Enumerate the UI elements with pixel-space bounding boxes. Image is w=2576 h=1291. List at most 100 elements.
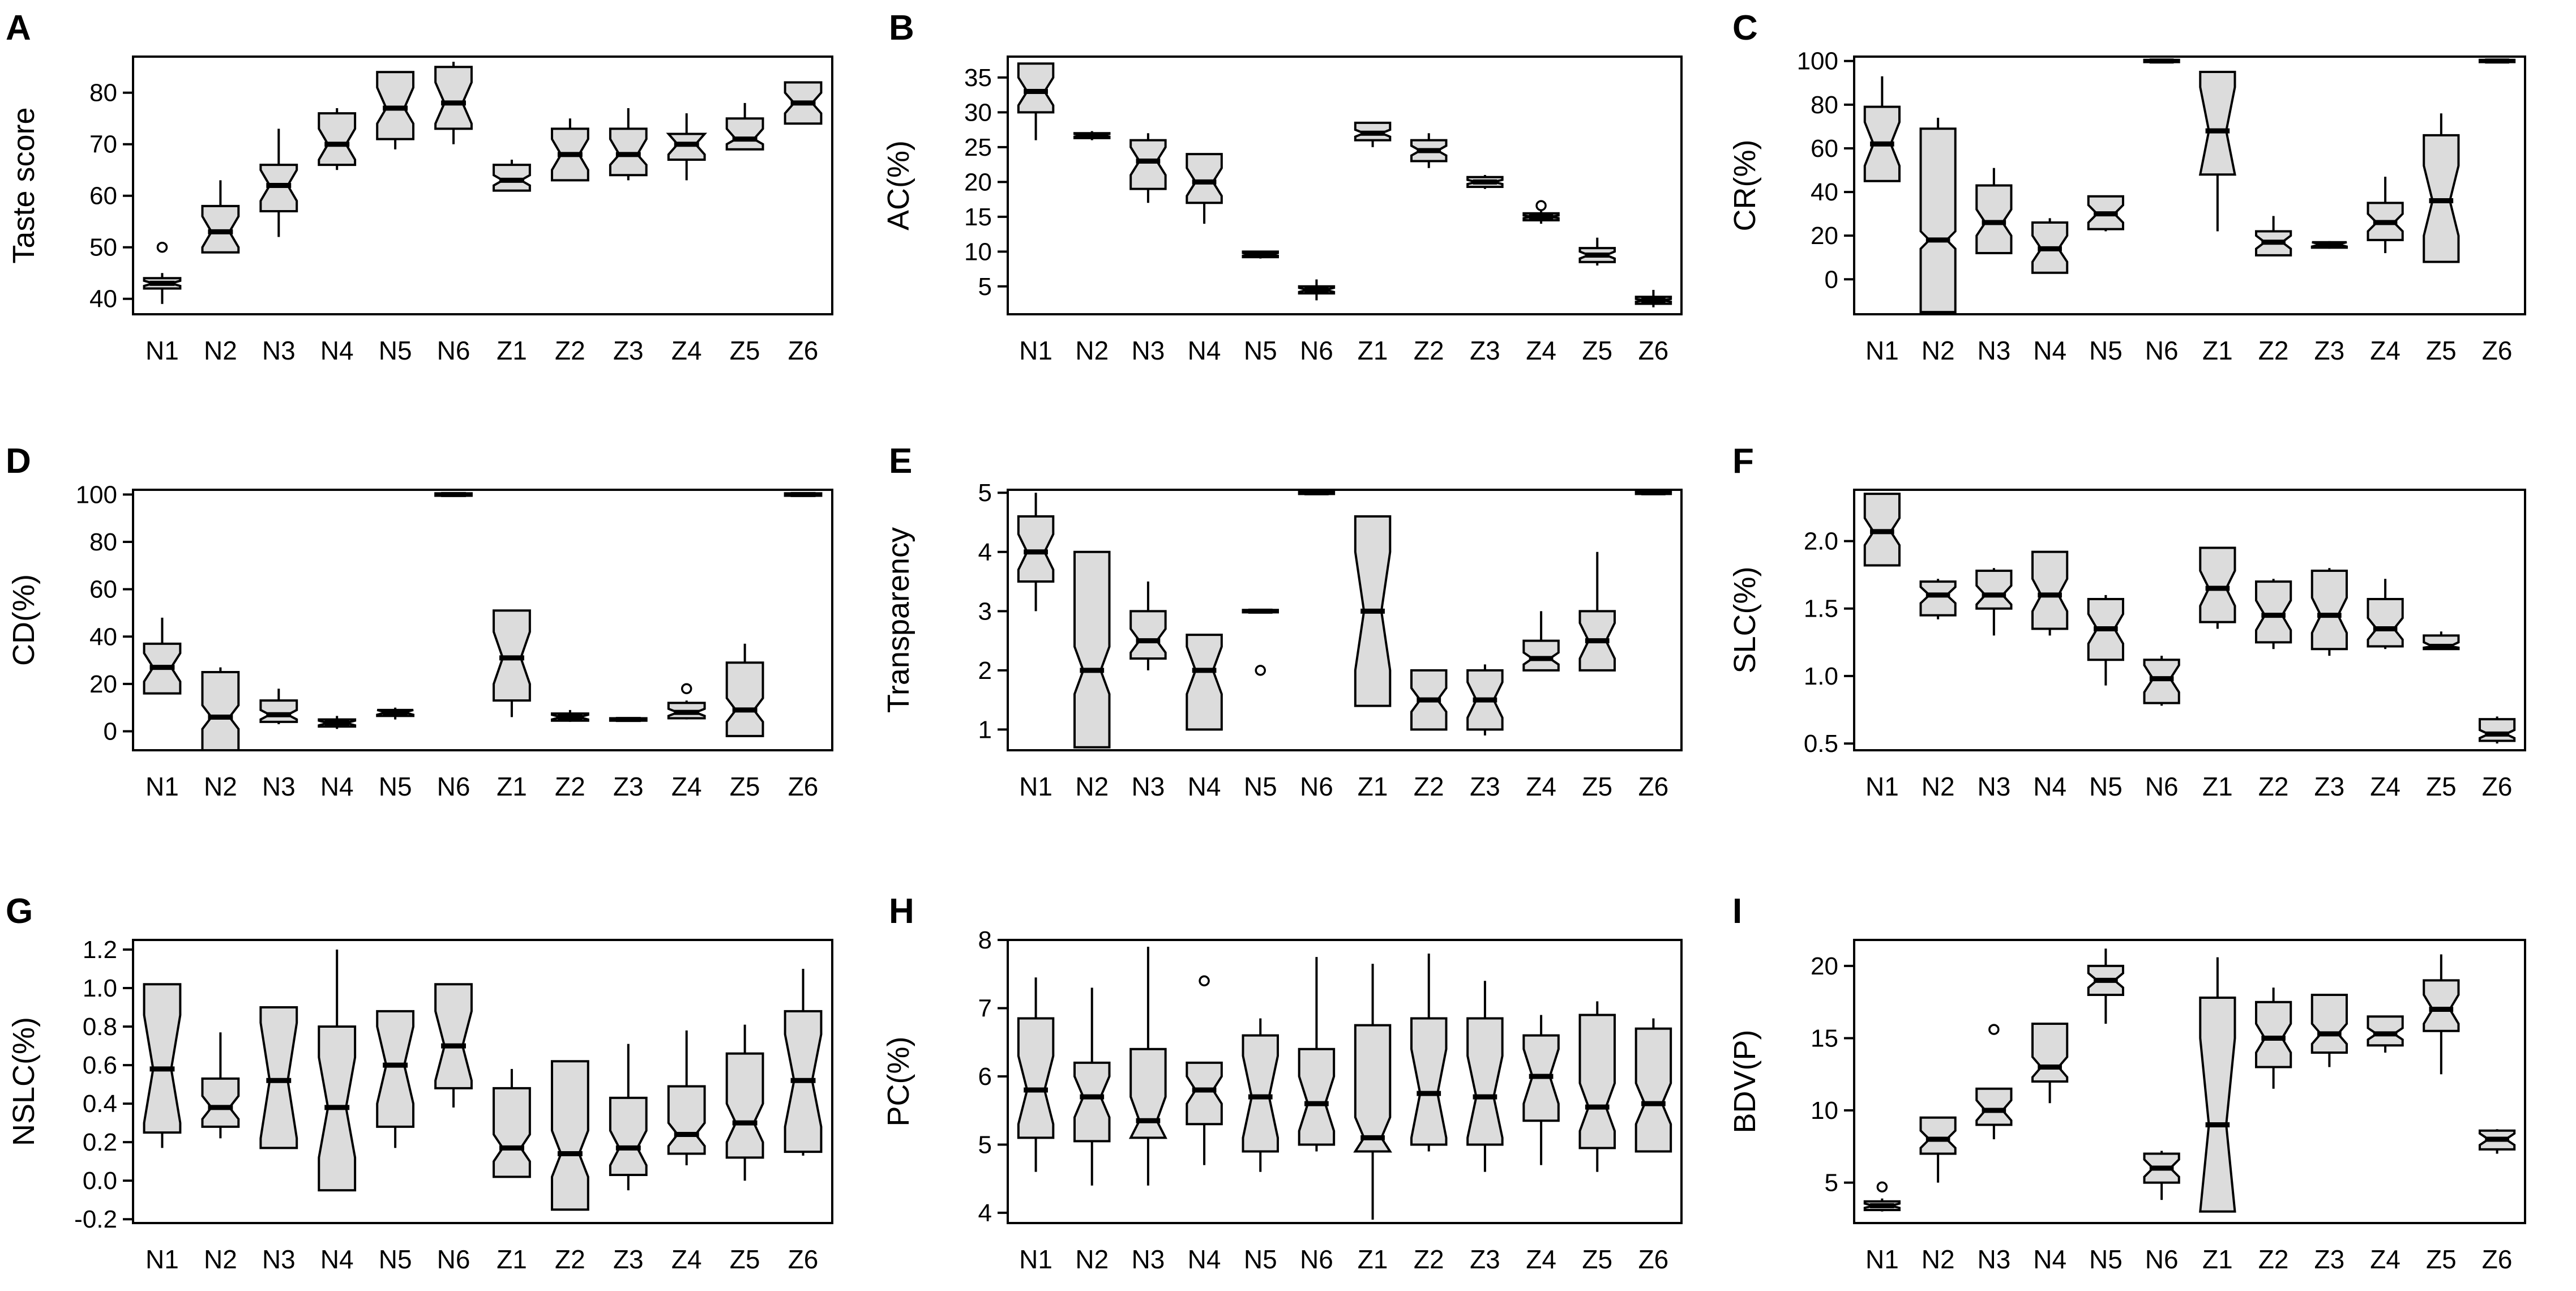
y-axis-title: CR(%) [1728,140,1762,232]
x-tick-label: N5 [2089,1245,2123,1274]
box-N3 [1975,568,2013,636]
box-N2 [1919,117,1957,314]
box-Z6 [2479,58,2516,64]
box-N2 [1919,579,1957,619]
panel-letter: B [889,8,914,48]
y-tick-label: 20 [1811,952,1838,980]
box-N4 [1186,634,1223,731]
x-tick-label: Z3 [1470,772,1500,801]
y-tick-label: 100 [1797,48,1838,75]
box-Z1 [1354,515,1392,707]
box-body [666,132,708,161]
box-body [2310,993,2348,1054]
box-N2 [1073,988,1111,1186]
y-tick-label: 6 [978,1063,992,1091]
box-Z5 [1578,237,1616,266]
box-Z5 [1578,1001,1616,1172]
x-tick-label: Z5 [1582,772,1612,801]
x-tick-label: Z2 [2258,1245,2289,1274]
box-Z6 [784,491,823,497]
x-tick-label: Z2 [555,772,585,801]
box-N5 [376,1010,415,1148]
box-body [2143,659,2180,704]
x-tick-label: N3 [262,772,296,801]
y-tick-label: 1.0 [1804,662,1838,690]
box-Z1 [493,160,531,192]
y-tick-label: 0 [104,718,117,746]
box-N4 [2031,218,2069,274]
y-tick-label: 4 [978,1199,992,1227]
box-body [259,164,298,212]
x-tick-label: N4 [2033,336,2066,365]
box-body [318,112,357,166]
box-Z5 [2423,631,2460,651]
box-N1 [1017,62,1055,140]
box-body [2199,546,2236,623]
x-tick-label: N4 [2033,1245,2066,1274]
y-tick-label: 30 [964,99,992,126]
y-tick-label: 0.0 [83,1167,117,1195]
outlier-point [1255,665,1266,676]
box-Z2 [1410,669,1448,731]
box-body [2031,550,2069,630]
x-tick-label: N6 [2145,1245,2179,1274]
box-N1 [1863,1181,1901,1212]
x-tick-label: Z6 [788,336,819,365]
y-tick-label: 5 [978,479,992,507]
plot-frame [1007,939,1683,1224]
box-Z1 [2198,70,2236,232]
box-Z5 [725,643,764,737]
y-tick-label: 0.2 [83,1128,117,1156]
box-body [1353,1024,1392,1153]
x-tick-label: N4 [320,1245,354,1274]
box-body [434,983,473,1089]
box-body [667,1085,706,1155]
x-tick-label: Z2 [1414,772,1444,801]
x-tick-label: N6 [1300,336,1333,365]
x-tick-label: Z1 [497,336,527,365]
box-body [376,71,415,140]
box-N1 [143,241,182,304]
x-tick-label: N5 [2089,336,2123,365]
y-axis-title: Transparency [882,527,915,713]
x-tick-label: N4 [320,336,354,365]
box-Z3 [609,1044,648,1191]
plot-frame [132,939,833,1224]
box-body [1017,1017,1055,1139]
box-body [1522,639,1560,672]
box-N3 [1129,133,1167,203]
box-Z1 [2199,957,2236,1213]
x-tick-label: Z5 [2426,336,2457,365]
y-axis-title: PC(%) [882,1037,915,1127]
x-tick-label: N5 [379,336,412,365]
y-tick-label: 0.5 [1804,730,1838,758]
box-body [550,1060,589,1211]
box-N2 [1919,1116,1957,1183]
y-tick-label: 1.0 [83,974,117,1002]
box-body [1073,550,1111,749]
box-body [201,204,240,254]
box-Z4 [1522,611,1560,672]
y-tick-label: 50 [89,234,117,262]
x-tick-label: N4 [1188,1245,1221,1274]
box-Z2 [550,1060,589,1211]
y-tick-label: 4 [978,538,992,566]
x-tick-label: N4 [320,772,354,801]
box-body [2198,70,2236,176]
box-N1 [143,617,182,695]
y-tick-label: 80 [1811,91,1838,119]
box-N2 [201,180,240,254]
x-tick-label: N6 [437,772,470,801]
box-N1 [1863,493,1901,567]
x-tick-label: Z3 [2314,1245,2345,1274]
panel-A: A 40 50 60 70 80 Taste score N1 N2 N3 N4 N5 N6 Z1 Z2 Z3… [6,8,833,365]
box-Z3 [2310,993,2348,1067]
y-tick-label: 8 [978,926,992,954]
box-body [1919,580,1957,617]
outlier-point [1988,1024,2000,1035]
box-Z3 [609,108,648,181]
box-Z2 [1410,133,1448,168]
box-N6 [2143,656,2180,706]
box-Z5 [1578,552,1616,672]
